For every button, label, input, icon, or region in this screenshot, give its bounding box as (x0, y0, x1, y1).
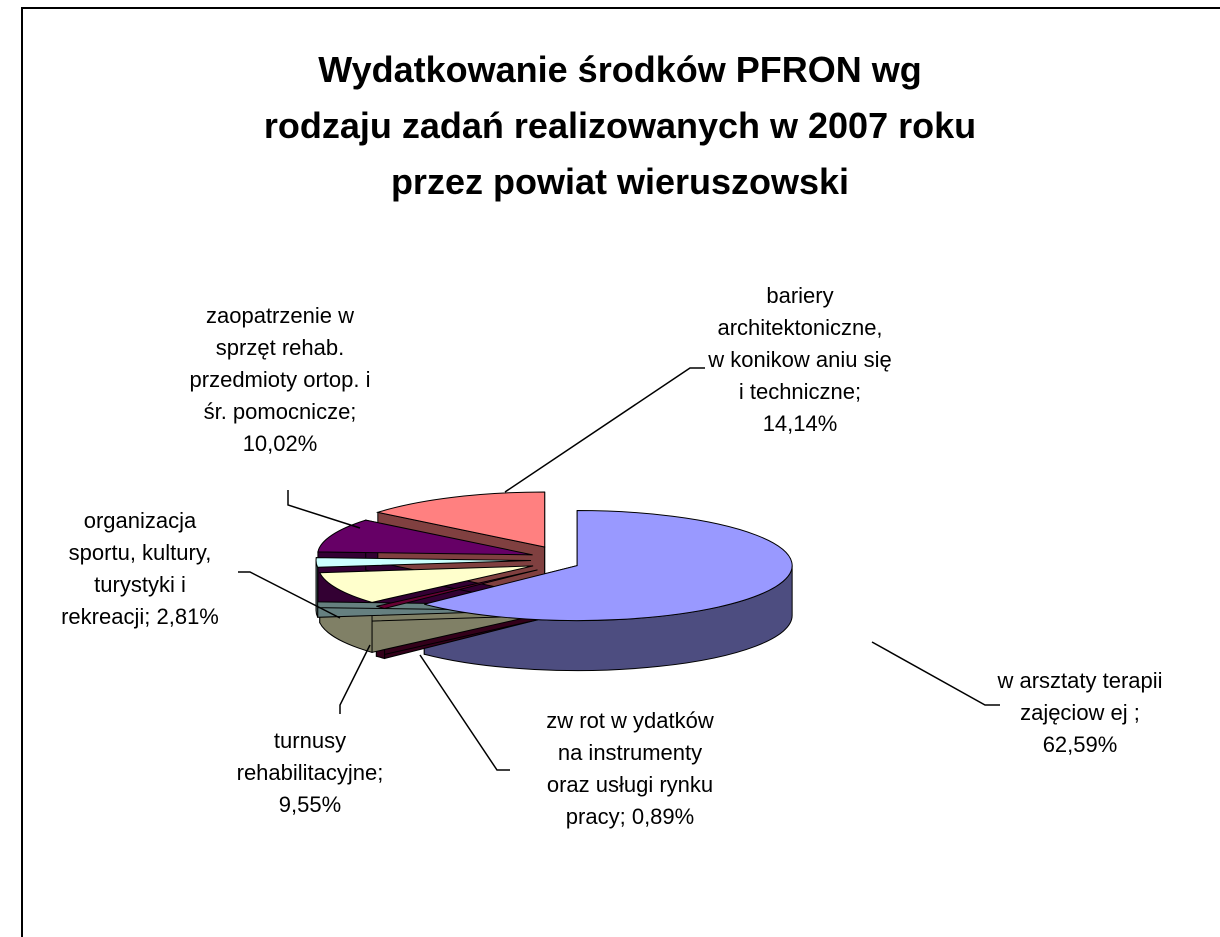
category-label: zw rot w ydatków na instrumenty oraz usł… (546, 708, 714, 829)
slice (318, 565, 534, 603)
value-label: 9,55% (278, 792, 342, 817)
value-label: 62,59% (1042, 732, 1118, 757)
slice (317, 519, 533, 556)
category-label: zaopatrzenie w sprzęt rehab. przedmioty … (189, 303, 371, 424)
data-label: zaopatrzenie w sprzęt rehab. przedmioty … (160, 300, 400, 460)
slice (424, 510, 793, 622)
data-label: zw rot w ydatków na instrumenty oraz usł… (505, 705, 755, 833)
value-label: 14,14% (762, 411, 838, 436)
leader-lines (238, 367, 1000, 771)
data-label: turnusy rehabilitacyjne; 9,55% (210, 725, 410, 821)
slice (376, 569, 538, 610)
category-label: w arsztaty terapii zajęciow ej ; (997, 668, 1163, 725)
slice (315, 557, 532, 568)
leader-line (287, 490, 361, 529)
leader-line (504, 367, 705, 493)
chart-border (21, 7, 1220, 937)
category-label: turnusy rehabilitacyjne; (236, 728, 384, 785)
leader-line (419, 654, 510, 771)
value-label: 2,81% (156, 604, 219, 629)
leader-line (238, 571, 341, 619)
data-label: w arsztaty terapii zajęciow ej ; 62,59% (980, 665, 1180, 761)
data-label: organizacja sportu, kultury, turystyki i… (20, 505, 260, 633)
pie-tops (315, 491, 793, 622)
leader-line (339, 644, 371, 714)
data-label: bariery architektoniczne, w konikow aniu… (680, 280, 920, 440)
slice (375, 491, 546, 548)
value-label: 10,02% (242, 431, 318, 456)
value-label: 0,89% (631, 804, 695, 829)
category-label: bariery architektoniczne, w konikow aniu… (708, 283, 892, 404)
leader-line (871, 641, 1000, 706)
chart-title: Wydatkowanie środków PFRON wg rodzaju za… (263, 49, 977, 202)
category-label: organizacja sportu, kultury, turystyki i… (61, 508, 212, 629)
